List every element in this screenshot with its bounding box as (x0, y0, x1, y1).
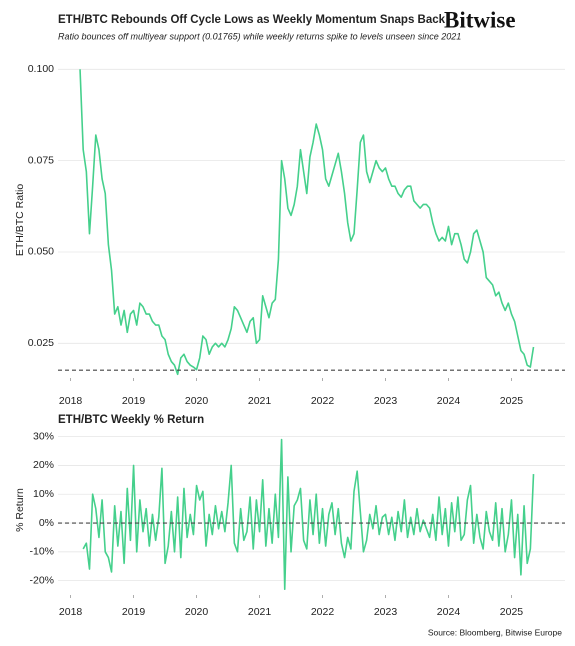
x-tick-label: 2018 (59, 395, 83, 407)
x-tick-label: 2018 (59, 606, 83, 618)
x-tick-label: 2020 (185, 395, 209, 407)
source: Source: Bloomberg, Bitwise Europe (428, 627, 562, 637)
x-tick-label: 2022 (311, 395, 335, 407)
x-tick-label: 2019 (122, 395, 146, 407)
x-tick-label: 2025 (500, 395, 524, 407)
y-tick-label: 0% (39, 517, 54, 529)
y-tick-label: 0.075 (28, 154, 54, 166)
x-tick-label: 2024 (437, 395, 461, 407)
y-tick-label: 0.100 (28, 63, 54, 75)
y-tick-label: 30% (33, 430, 54, 442)
y-tick-label: 20% (33, 459, 54, 471)
x-tick-label: 2021 (248, 395, 272, 407)
x-tick-label: 2023 (374, 606, 398, 618)
chart-title: ETH/BTC Weekly % Return (58, 414, 204, 426)
chart-subtitle: Ratio bounces off multiyear support (0.0… (58, 31, 461, 41)
x-tick-label: 2021 (248, 606, 272, 618)
x-tick-label: 2023 (374, 395, 398, 407)
chart-title: ETH/BTC Rebounds Off Cycle Lows as Weekl… (58, 14, 446, 26)
y-tick-label: -10% (29, 546, 54, 558)
logo: Bitwise (444, 7, 516, 32)
x-tick-label: 2022 (311, 606, 335, 618)
data-line (82, 438, 535, 591)
data-line (79, 69, 535, 376)
x-tick-label: 2020 (185, 606, 209, 618)
y-tick-label: 0.025 (28, 337, 54, 349)
y-axis-label: % Return (14, 488, 26, 532)
x-tick-label: 2019 (122, 606, 146, 618)
x-tick-label: 2025 (500, 606, 524, 618)
x-tick-label: 2024 (437, 606, 461, 618)
y-tick-label: -20% (29, 574, 54, 586)
y-axis-label: ETH/BTC Ratio (14, 184, 26, 257)
y-tick-label: 10% (33, 488, 54, 500)
y-tick-label: 0.050 (28, 246, 54, 258)
